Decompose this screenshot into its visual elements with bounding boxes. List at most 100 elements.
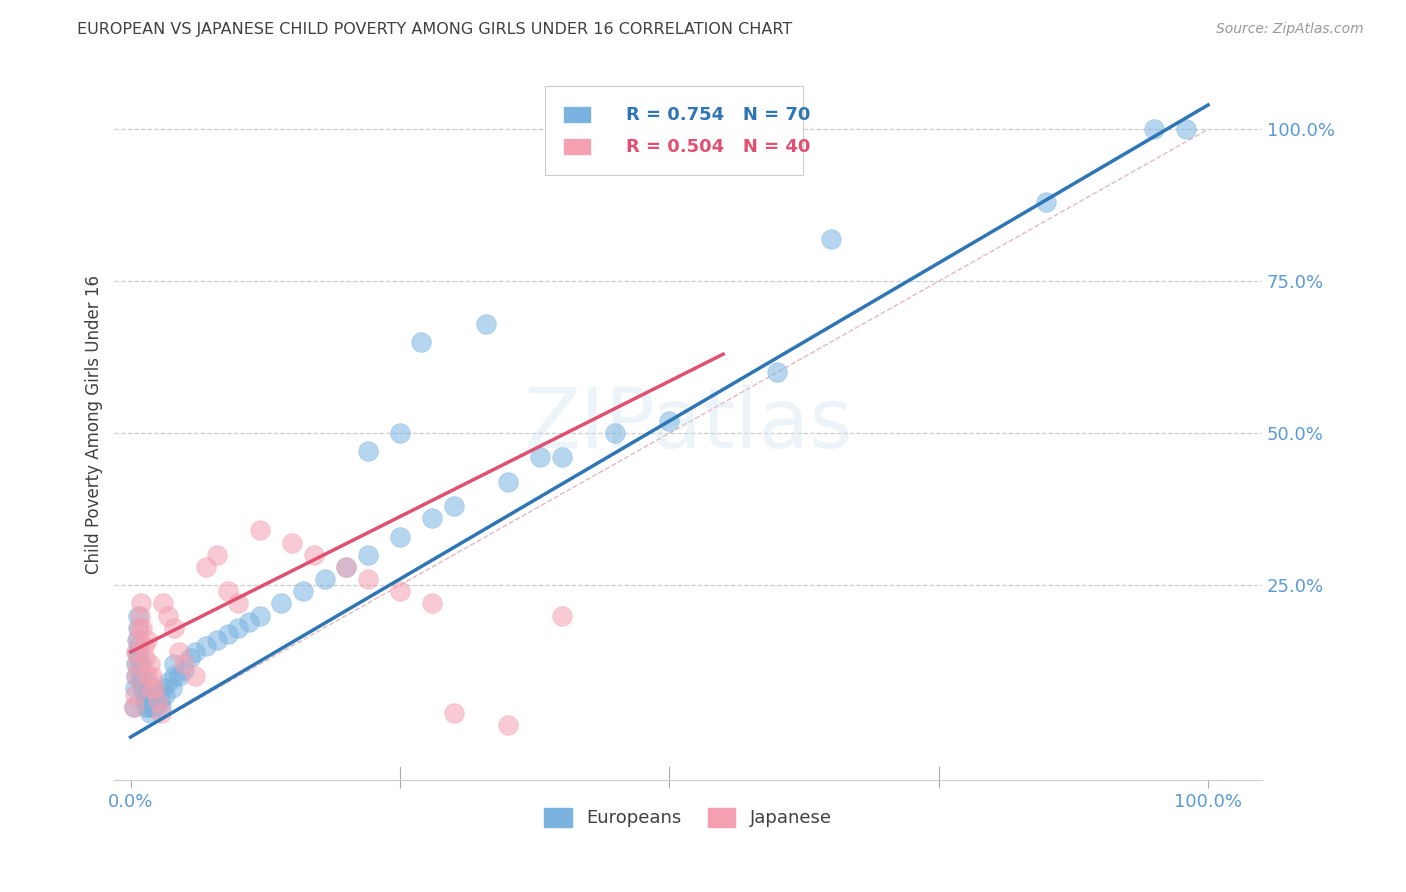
Point xyxy=(184,669,207,683)
Point xyxy=(139,657,162,672)
Point xyxy=(228,596,250,610)
Point xyxy=(143,693,166,707)
Point xyxy=(149,693,172,707)
FancyBboxPatch shape xyxy=(544,87,803,175)
Point xyxy=(153,688,176,702)
Point xyxy=(131,675,153,690)
Point xyxy=(134,651,156,665)
Point xyxy=(1035,195,1057,210)
Point xyxy=(127,621,149,635)
Point xyxy=(141,669,163,683)
FancyBboxPatch shape xyxy=(562,106,591,123)
Point xyxy=(125,657,148,672)
Point xyxy=(605,426,627,441)
Point xyxy=(205,548,228,562)
Point xyxy=(1143,122,1166,136)
Y-axis label: Child Poverty Among Girls Under 16: Child Poverty Among Girls Under 16 xyxy=(86,275,103,574)
Point xyxy=(205,632,228,647)
Point xyxy=(125,669,148,683)
Point xyxy=(139,693,162,707)
Point xyxy=(132,688,155,702)
Point xyxy=(132,639,155,653)
Point xyxy=(766,365,789,379)
Point xyxy=(420,511,443,525)
Point xyxy=(128,639,150,653)
Point xyxy=(820,232,842,246)
Point xyxy=(658,414,681,428)
Point xyxy=(152,596,174,610)
Point xyxy=(302,548,325,562)
Point xyxy=(131,596,153,610)
Point xyxy=(195,639,218,653)
Point xyxy=(149,699,172,714)
Point xyxy=(125,645,148,659)
Point xyxy=(388,584,411,599)
Point xyxy=(167,669,190,683)
Point xyxy=(134,681,156,696)
Point xyxy=(138,699,160,714)
Point xyxy=(157,608,180,623)
Point xyxy=(149,706,172,720)
Point xyxy=(195,560,218,574)
Point xyxy=(131,669,153,683)
Point xyxy=(291,584,314,599)
Point xyxy=(131,621,153,635)
Point xyxy=(173,663,195,677)
Point xyxy=(136,693,159,707)
Text: Source: ZipAtlas.com: Source: ZipAtlas.com xyxy=(1216,22,1364,37)
Point xyxy=(125,645,148,659)
Point xyxy=(131,657,153,672)
Text: EUROPEAN VS JAPANESE CHILD POVERTY AMONG GIRLS UNDER 16 CORRELATION CHART: EUROPEAN VS JAPANESE CHILD POVERTY AMONG… xyxy=(77,22,793,37)
Point xyxy=(420,596,443,610)
Point xyxy=(443,499,465,513)
Point xyxy=(152,681,174,696)
Point xyxy=(1175,122,1198,136)
Point xyxy=(388,426,411,441)
Point xyxy=(550,450,572,465)
Point xyxy=(173,657,195,672)
Point xyxy=(529,450,551,465)
FancyBboxPatch shape xyxy=(562,138,591,155)
Point xyxy=(270,596,292,610)
Point xyxy=(314,572,336,586)
Point xyxy=(131,681,153,696)
Point xyxy=(160,681,183,696)
Point xyxy=(157,675,180,690)
Point xyxy=(249,608,271,623)
Point xyxy=(129,663,152,677)
Point xyxy=(135,675,157,690)
Point xyxy=(163,669,186,683)
Point xyxy=(146,693,169,707)
Point xyxy=(122,699,145,714)
Legend: Europeans, Japanese: Europeans, Japanese xyxy=(537,801,839,835)
Text: R = 0.504   N = 40: R = 0.504 N = 40 xyxy=(626,137,811,156)
Point xyxy=(125,632,148,647)
Text: R = 0.754   N = 70: R = 0.754 N = 70 xyxy=(626,106,811,124)
Point xyxy=(127,632,149,647)
Point xyxy=(356,572,378,586)
Point xyxy=(335,560,357,574)
Point xyxy=(124,688,146,702)
Point xyxy=(550,608,572,623)
Point xyxy=(411,334,433,349)
Point xyxy=(136,669,159,683)
Point xyxy=(124,681,146,696)
Point xyxy=(125,657,148,672)
Point xyxy=(238,615,260,629)
Point xyxy=(163,657,186,672)
Point xyxy=(443,706,465,720)
Point xyxy=(135,699,157,714)
Point xyxy=(134,693,156,707)
Point xyxy=(475,317,498,331)
Point xyxy=(135,688,157,702)
Text: ZIPatlas: ZIPatlas xyxy=(523,384,853,465)
Point xyxy=(122,699,145,714)
Point xyxy=(129,608,152,623)
Point xyxy=(167,645,190,659)
Point xyxy=(135,632,157,647)
Point xyxy=(139,706,162,720)
Point xyxy=(139,681,162,696)
Point xyxy=(249,524,271,538)
Point xyxy=(335,560,357,574)
Point xyxy=(217,584,239,599)
